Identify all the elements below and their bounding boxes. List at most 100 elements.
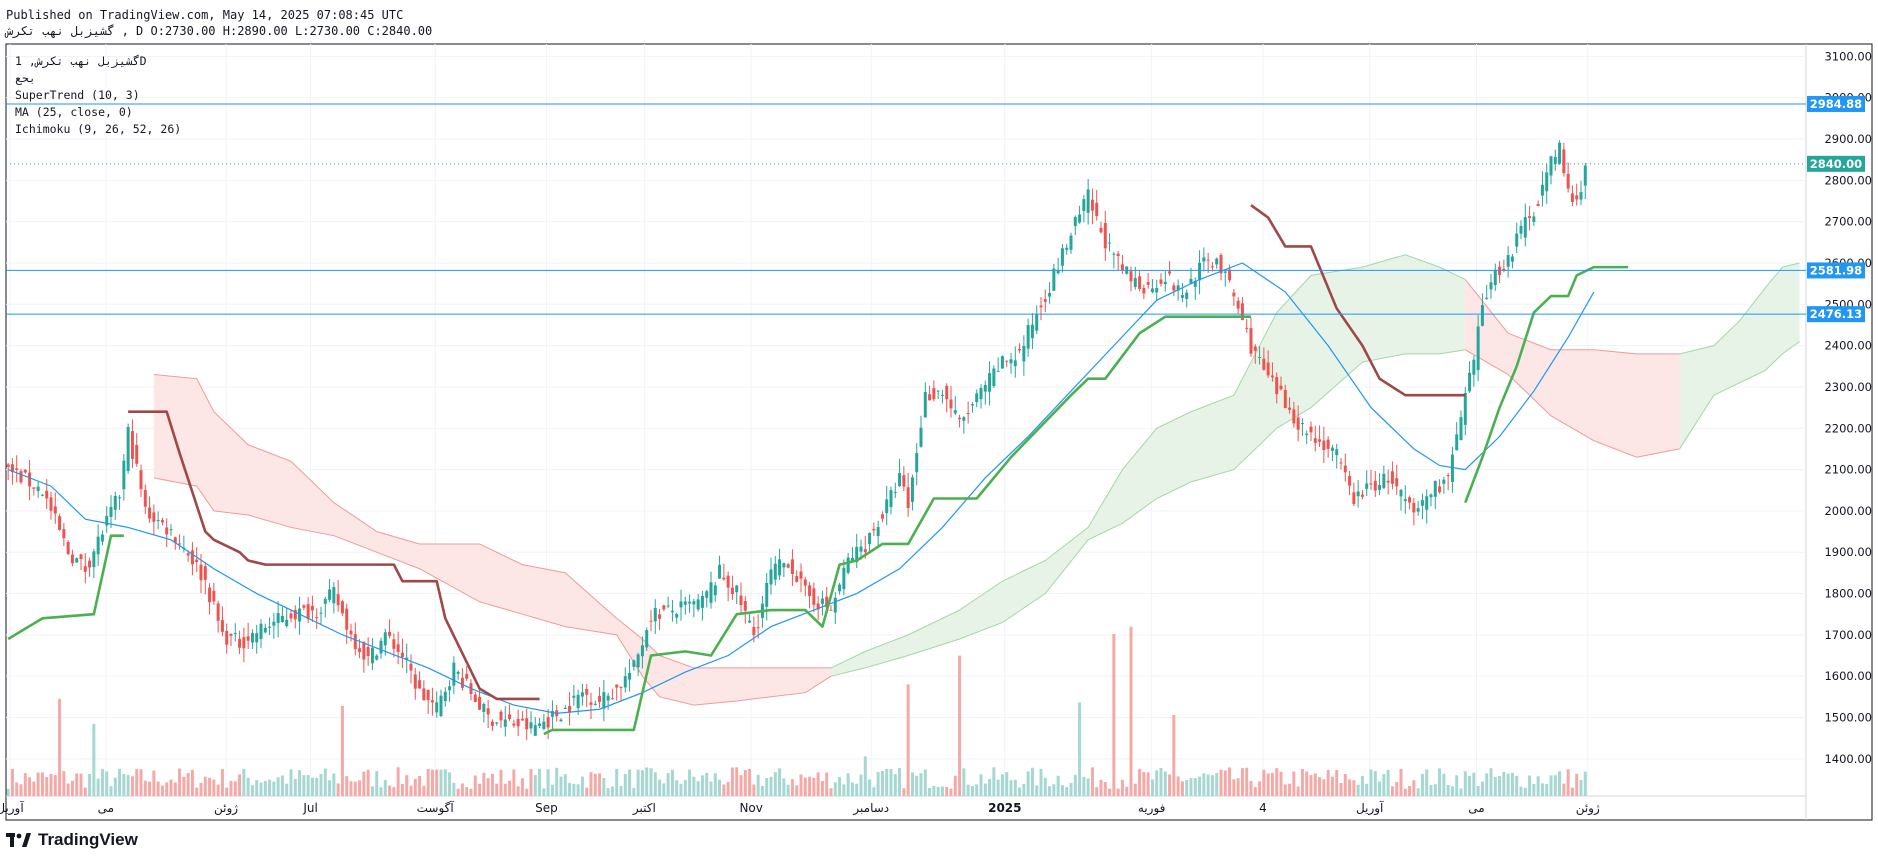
- volume-bar: [602, 778, 606, 796]
- volume-bar: [979, 774, 983, 796]
- candle-body: [58, 516, 62, 530]
- volume-bar: [975, 784, 979, 796]
- candle-body: [1000, 356, 1004, 369]
- volume-bar: [795, 785, 799, 796]
- tradingview-brand[interactable]: TradingView: [6, 830, 138, 850]
- candle-body: [640, 645, 644, 657]
- candle-body: [1352, 492, 1356, 504]
- volume-bar: [589, 772, 593, 796]
- candle-body: [658, 614, 662, 619]
- volume-bar: [786, 784, 790, 796]
- volume-bar: [1502, 772, 1506, 796]
- candle-body: [598, 696, 602, 702]
- candle-body: [623, 676, 627, 688]
- volume-bar: [945, 786, 949, 796]
- candle-body: [1322, 440, 1326, 450]
- candle-body: [490, 721, 494, 726]
- x-tick-label: می: [1468, 801, 1484, 815]
- candle-body: [160, 520, 164, 523]
- candle-body: [1065, 247, 1069, 250]
- volume-bar: [1142, 772, 1146, 796]
- volume-bar: [1378, 781, 1382, 796]
- candle-body: [516, 718, 520, 727]
- volume-bar: [1412, 780, 1416, 796]
- candle-body: [1532, 216, 1536, 222]
- volume-bar: [748, 768, 752, 796]
- volume-bar: [190, 769, 194, 796]
- candle-body: [662, 605, 666, 610]
- candle-body: [1583, 165, 1587, 186]
- candle-body: [1013, 360, 1017, 367]
- volume-bar: [765, 778, 769, 796]
- legend-ichimoku[interactable]: Ichimoku (9, 26, 52, 26): [15, 122, 182, 136]
- candle-body: [632, 660, 636, 667]
- volume-bar: [769, 776, 773, 796]
- candle-body: [1553, 156, 1557, 165]
- volume-bar: [812, 777, 816, 796]
- volume-bar: [778, 768, 782, 796]
- level-price-label: 2984.88: [1810, 97, 1862, 111]
- volume-bar: [628, 769, 632, 796]
- candle-body: [1540, 184, 1544, 196]
- candle-body: [542, 721, 546, 729]
- volume-bar: [936, 787, 940, 796]
- candle-body: [1078, 214, 1082, 223]
- chart-legend: گشیزبل نهب تکرش, 1D بحع SuperTrend (10, …: [15, 53, 181, 138]
- volume-bar: [70, 780, 74, 796]
- volume-bar: [958, 655, 962, 796]
- volume-bar: [1386, 769, 1390, 796]
- volume-bar: [992, 767, 996, 796]
- candle-body: [906, 487, 910, 509]
- volume-bar: [148, 781, 152, 796]
- candle-body: [1446, 475, 1450, 477]
- volume-bar: [430, 769, 434, 796]
- legend-symbol[interactable]: گشیزبل نهب تکرش, 1D: [15, 54, 147, 68]
- volume-bar: [1009, 780, 1013, 796]
- volume-bar: [310, 777, 314, 796]
- volume-bar: [45, 777, 49, 796]
- volume-bar: [1018, 787, 1022, 796]
- volume-bar: [773, 772, 777, 796]
- volume-bar: [495, 783, 499, 796]
- candle-body: [340, 601, 344, 614]
- candle-body: [576, 694, 580, 709]
- volume-bar: [1275, 768, 1279, 796]
- ichimoku-span-a: [830, 254, 1466, 669]
- volume-bar: [139, 769, 143, 796]
- x-tick-label: می: [98, 801, 114, 815]
- volume-bar: [109, 786, 113, 796]
- candle-body: [1412, 502, 1416, 513]
- candle-body: [512, 723, 516, 726]
- volume-bar: [1425, 769, 1429, 796]
- x-tick-label: دسامبر: [852, 801, 889, 816]
- candle-body: [1210, 266, 1214, 268]
- candle-body: [1562, 149, 1566, 174]
- volume-bar: [100, 768, 104, 796]
- volume-bar: [739, 775, 743, 796]
- candle-body: [709, 582, 713, 603]
- candle-body: [126, 426, 130, 471]
- candle-body: [726, 575, 730, 588]
- candle-body: [692, 601, 696, 605]
- legend-supertrend[interactable]: SuperTrend (10, 3): [15, 88, 140, 102]
- candle-body: [610, 698, 614, 700]
- volume-bar: [195, 787, 199, 796]
- candle-body: [1176, 285, 1180, 291]
- volume-bar: [306, 775, 310, 796]
- volume-bar: [388, 785, 392, 796]
- volume-bar: [688, 769, 692, 796]
- candle-body: [748, 620, 752, 623]
- candle-body: [250, 632, 254, 643]
- candle-body: [838, 584, 842, 592]
- candle-body: [1433, 480, 1437, 497]
- volume-bar: [413, 778, 417, 796]
- volume-bar: [970, 785, 974, 796]
- level-price-label: 2476.13: [1810, 307, 1862, 321]
- legend-ma[interactable]: MA (25, close, 0): [15, 105, 133, 119]
- candle-body: [602, 692, 606, 709]
- volume-bar: [482, 772, 486, 796]
- candle-body: [1390, 471, 1394, 484]
- candle-body: [388, 631, 392, 636]
- candle-body: [32, 487, 36, 489]
